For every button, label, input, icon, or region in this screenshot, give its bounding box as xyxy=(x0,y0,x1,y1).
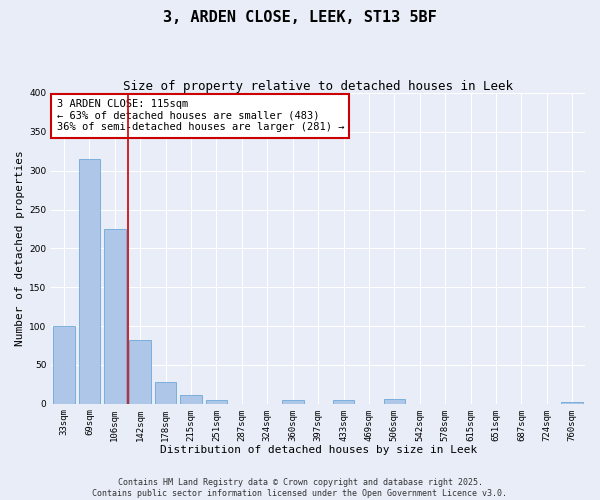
Bar xyxy=(79,159,100,404)
Title: Size of property relative to detached houses in Leek: Size of property relative to detached ho… xyxy=(123,80,513,93)
Bar xyxy=(333,400,355,404)
Bar xyxy=(383,399,405,404)
Bar xyxy=(180,395,202,404)
Bar xyxy=(130,340,151,404)
Bar xyxy=(282,400,304,404)
Text: Contains HM Land Registry data © Crown copyright and database right 2025.
Contai: Contains HM Land Registry data © Crown c… xyxy=(92,478,508,498)
X-axis label: Distribution of detached houses by size in Leek: Distribution of detached houses by size … xyxy=(160,445,477,455)
Y-axis label: Number of detached properties: Number of detached properties xyxy=(15,150,25,346)
Bar xyxy=(53,326,75,404)
Bar xyxy=(155,382,176,404)
Bar xyxy=(562,402,583,404)
Bar xyxy=(206,400,227,404)
Text: 3, ARDEN CLOSE, LEEK, ST13 5BF: 3, ARDEN CLOSE, LEEK, ST13 5BF xyxy=(163,10,437,25)
Text: 3 ARDEN CLOSE: 115sqm
← 63% of detached houses are smaller (483)
36% of semi-det: 3 ARDEN CLOSE: 115sqm ← 63% of detached … xyxy=(56,99,344,132)
Bar xyxy=(104,229,125,404)
